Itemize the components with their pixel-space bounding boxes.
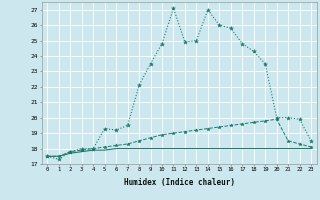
X-axis label: Humidex (Indice chaleur): Humidex (Indice chaleur)	[124, 178, 235, 187]
